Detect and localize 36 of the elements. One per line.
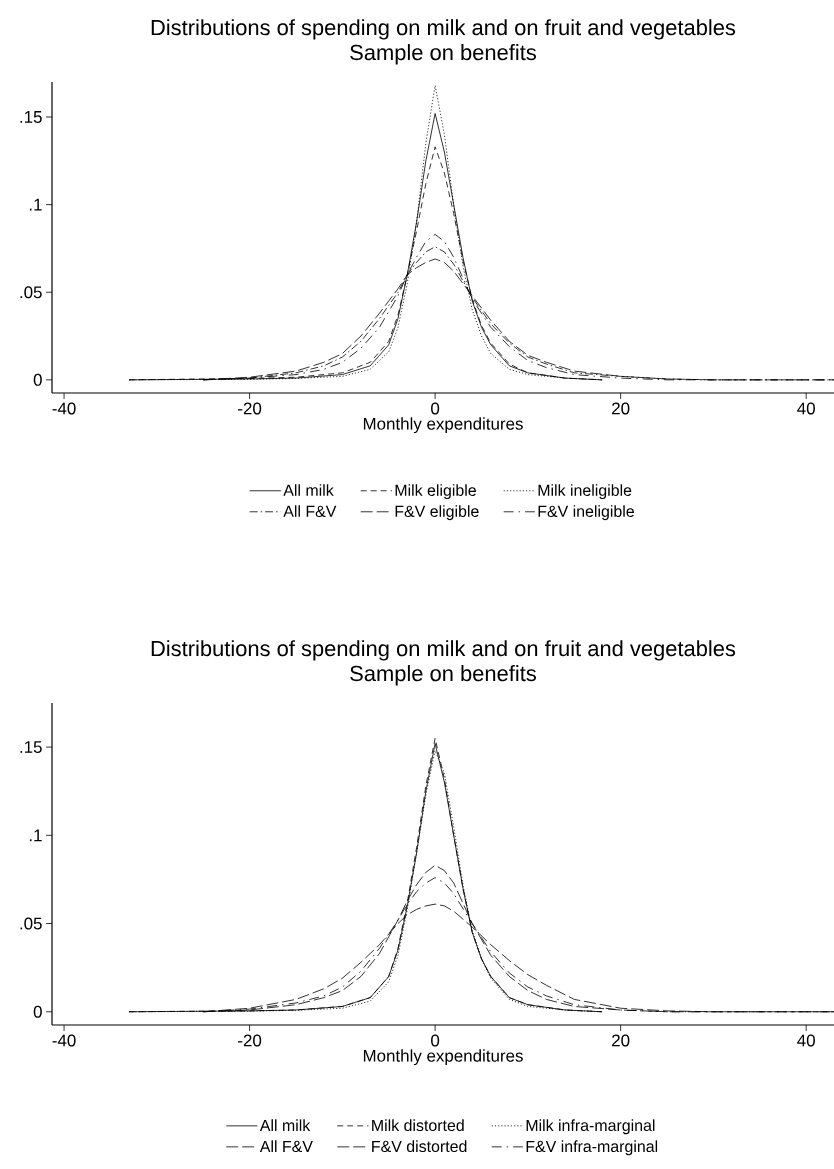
legend-label: F&V infra-marginal bbox=[526, 1140, 658, 1156]
y-tick-label: .1 bbox=[29, 198, 42, 211]
x-tick-label: 40 bbox=[797, 402, 815, 415]
chart-subtitle: Sample on benefits bbox=[350, 665, 536, 686]
legend-label: F&V ineligible bbox=[538, 505, 634, 521]
legend-label: Milk infra-marginal bbox=[526, 1119, 655, 1135]
y-tick-label: .1 bbox=[29, 829, 42, 842]
x-tick-label: -20 bbox=[238, 402, 262, 415]
legend-label: F&V eligible bbox=[395, 505, 479, 521]
y-tick-label: .05 bbox=[20, 286, 42, 299]
x-tick-label: 40 bbox=[797, 1034, 815, 1047]
legend-label: All F&V bbox=[259, 1140, 313, 1153]
legend-label: Milk ineligible bbox=[538, 484, 632, 500]
chart-title: Distributions of spending on milk and on fruit and vegetables bbox=[151, 640, 736, 661]
chart-subtitle: Sample on benefits bbox=[350, 44, 536, 65]
x-tick-label: 20 bbox=[612, 402, 630, 415]
y-tick-label: 0 bbox=[33, 1005, 42, 1018]
legend-label: F&V distorted bbox=[372, 1140, 467, 1153]
legend-label: Milk eligible bbox=[395, 484, 476, 500]
y-tick-label: .15 bbox=[20, 741, 42, 754]
y-tick-label: .05 bbox=[20, 917, 42, 930]
x-axis-title: Monthly expenditures bbox=[363, 417, 523, 434]
x-tick-label: 0 bbox=[431, 402, 440, 415]
x-tick-label: -40 bbox=[52, 402, 76, 415]
x-axis-title: Monthly expenditures bbox=[363, 1049, 523, 1066]
x-tick-label: 20 bbox=[612, 1034, 630, 1047]
legend-label: All milk bbox=[283, 484, 334, 496]
x-tick-label: 0 bbox=[431, 1034, 440, 1047]
legend-label: All milk bbox=[259, 1119, 311, 1131]
x-tick-label: -40 bbox=[52, 1034, 76, 1047]
y-tick-label: .15 bbox=[20, 111, 42, 123]
x-tick-label: -20 bbox=[238, 1034, 262, 1047]
chart-title: Distributions of spending on milk and on fruit and vegetables bbox=[151, 19, 736, 40]
y-tick-label: 0 bbox=[33, 373, 42, 386]
legend-label: Milk distorted bbox=[372, 1119, 464, 1132]
legend-label: All F&V bbox=[283, 505, 337, 517]
